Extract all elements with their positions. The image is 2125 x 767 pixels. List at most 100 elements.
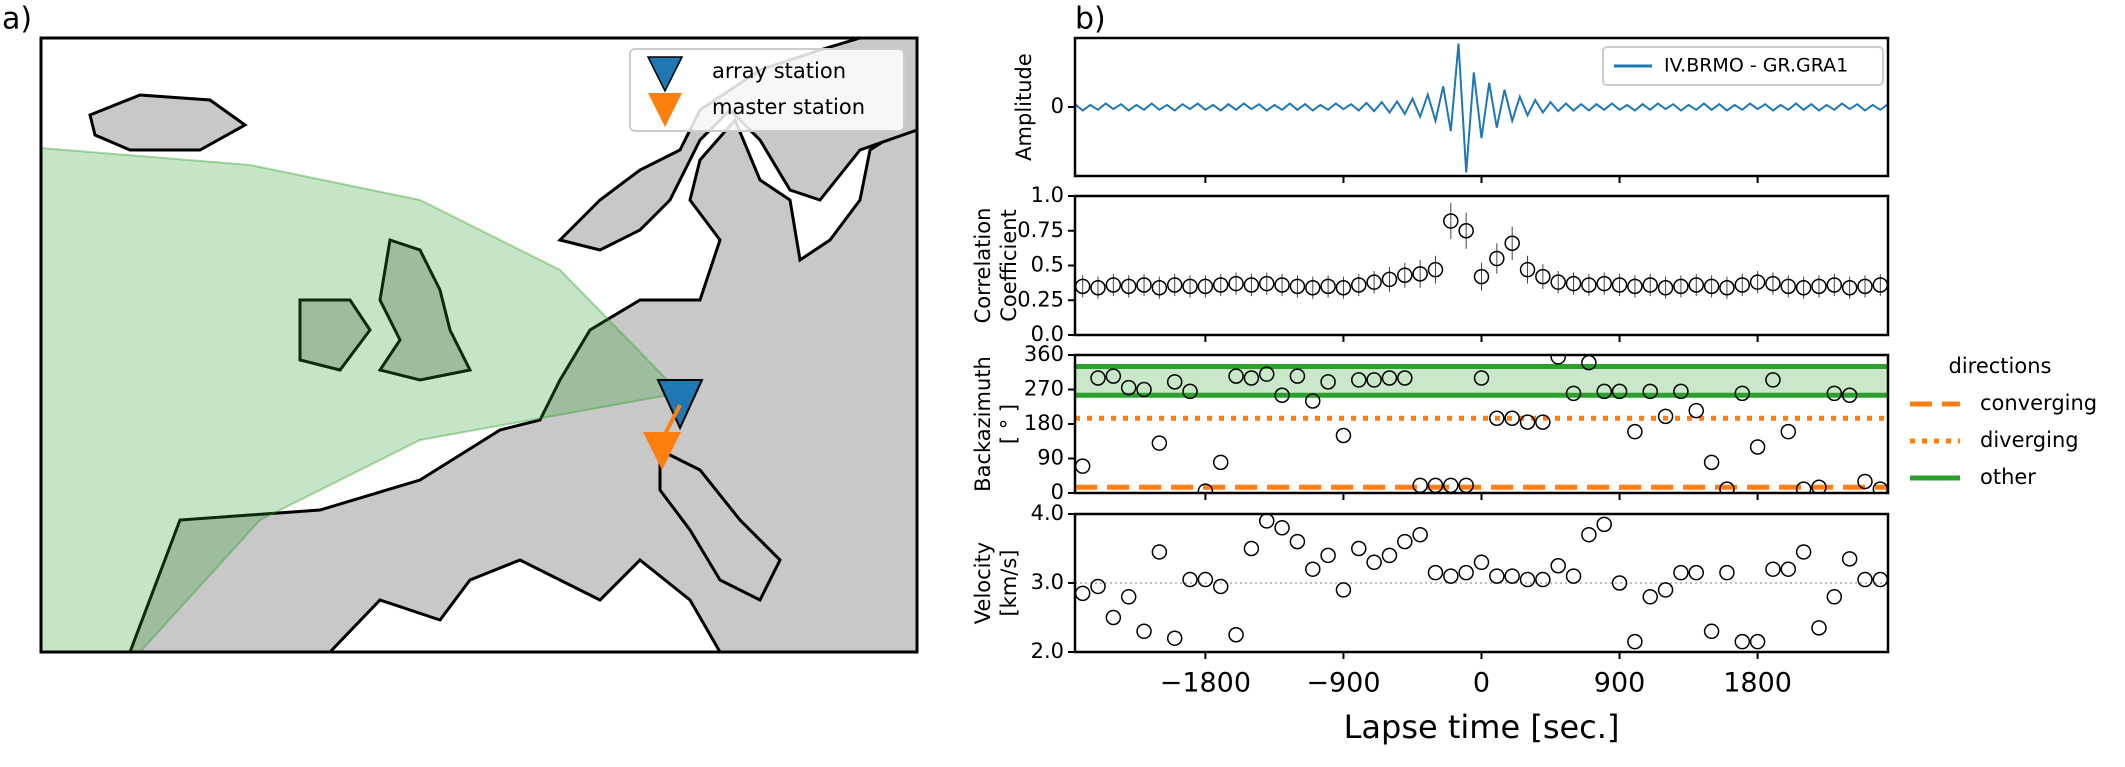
y-tick-label: 2.0 xyxy=(1031,639,1064,663)
point xyxy=(1780,423,1797,440)
point xyxy=(1719,481,1735,493)
point xyxy=(1473,268,1490,285)
point xyxy=(1765,372,1781,388)
point xyxy=(1197,483,1214,493)
point xyxy=(1519,261,1536,278)
land xyxy=(298,298,372,372)
master-station xyxy=(643,432,681,470)
waveform xyxy=(1075,43,1888,173)
point xyxy=(1105,368,1122,384)
point xyxy=(1841,551,1858,567)
y-tick-label: 3.0 xyxy=(1031,570,1064,594)
point xyxy=(1289,278,1306,295)
point xyxy=(1504,568,1520,584)
point xyxy=(1611,383,1628,400)
y-tick-label: 0 xyxy=(1051,94,1064,118)
y-tick-label: 360 xyxy=(1024,342,1064,366)
point xyxy=(1320,278,1336,295)
point xyxy=(1305,393,1321,409)
point xyxy=(1243,277,1260,293)
point xyxy=(1166,277,1183,293)
point xyxy=(1212,578,1229,595)
point xyxy=(1795,279,1812,296)
point xyxy=(1857,473,1873,490)
point xyxy=(1105,277,1122,293)
point xyxy=(1657,408,1674,425)
point xyxy=(1550,558,1566,574)
point xyxy=(1688,564,1705,581)
point xyxy=(1381,547,1398,564)
point xyxy=(1258,275,1275,292)
point xyxy=(1105,609,1122,626)
point xyxy=(1519,571,1536,588)
point xyxy=(1489,250,1505,267)
y-tick-label: 0.25 xyxy=(1017,287,1064,311)
point xyxy=(1136,381,1152,398)
point xyxy=(1320,547,1336,564)
point xyxy=(1243,370,1260,386)
plot-frame xyxy=(1073,194,1890,337)
point xyxy=(1703,623,1720,640)
panel-label: b) xyxy=(1075,2,1106,37)
point xyxy=(1504,410,1520,426)
point xyxy=(1473,554,1490,571)
point xyxy=(1596,516,1612,533)
point xyxy=(1228,368,1244,384)
point xyxy=(1765,275,1781,292)
point xyxy=(1719,279,1735,296)
point xyxy=(1274,387,1290,403)
point xyxy=(1795,544,1812,560)
point xyxy=(1673,564,1689,581)
legend-label: array station xyxy=(712,59,846,83)
point xyxy=(1090,578,1106,595)
point xyxy=(1335,582,1352,598)
point xyxy=(1151,435,1168,451)
legend-label: other xyxy=(1980,465,2036,489)
point xyxy=(1673,383,1689,400)
point xyxy=(1703,278,1720,295)
point xyxy=(1120,278,1137,295)
point xyxy=(1182,278,1198,295)
legend-box xyxy=(1602,46,1884,86)
point xyxy=(1857,278,1873,295)
point xyxy=(1366,274,1382,290)
y-tick-label: 0.0 xyxy=(1031,322,1064,346)
point xyxy=(1596,275,1612,292)
point xyxy=(1274,520,1290,536)
y-axis-label: Amplitude xyxy=(1012,53,1036,161)
y-tick-label: 180 xyxy=(1024,411,1064,435)
point xyxy=(1397,533,1413,550)
point xyxy=(1734,385,1751,402)
point xyxy=(1489,568,1505,584)
legend-label: master station xyxy=(712,95,865,119)
plot-area xyxy=(1075,202,1888,299)
plot-frame xyxy=(1073,36,1890,178)
legend-title: directions xyxy=(1949,354,2052,378)
point xyxy=(1412,526,1428,543)
point xyxy=(1795,481,1812,493)
point xyxy=(1351,540,1367,557)
point xyxy=(1657,582,1674,598)
x-tick-label: −900 xyxy=(1306,668,1380,699)
point xyxy=(1320,374,1336,390)
point xyxy=(1151,544,1168,560)
legend-label: IV.BRMO - GR.GRA1 xyxy=(1664,55,1848,77)
point xyxy=(1826,589,1843,605)
point xyxy=(1458,564,1474,581)
point xyxy=(1596,383,1612,400)
point xyxy=(1182,383,1198,400)
point xyxy=(1565,568,1582,584)
point xyxy=(1734,277,1751,293)
x-axis-label: Lapse time [sec.] xyxy=(1344,708,1620,746)
x-tick-label: 1800 xyxy=(1723,668,1792,699)
point xyxy=(1182,571,1198,588)
point xyxy=(1289,368,1306,384)
point xyxy=(1212,454,1229,471)
point xyxy=(1120,379,1137,396)
legend-label: converging xyxy=(1980,391,2097,415)
coverage-wedge xyxy=(41,146,683,652)
array-station xyxy=(656,379,704,431)
plot-area xyxy=(1075,514,1888,650)
point xyxy=(1443,568,1459,584)
point xyxy=(1565,275,1582,292)
